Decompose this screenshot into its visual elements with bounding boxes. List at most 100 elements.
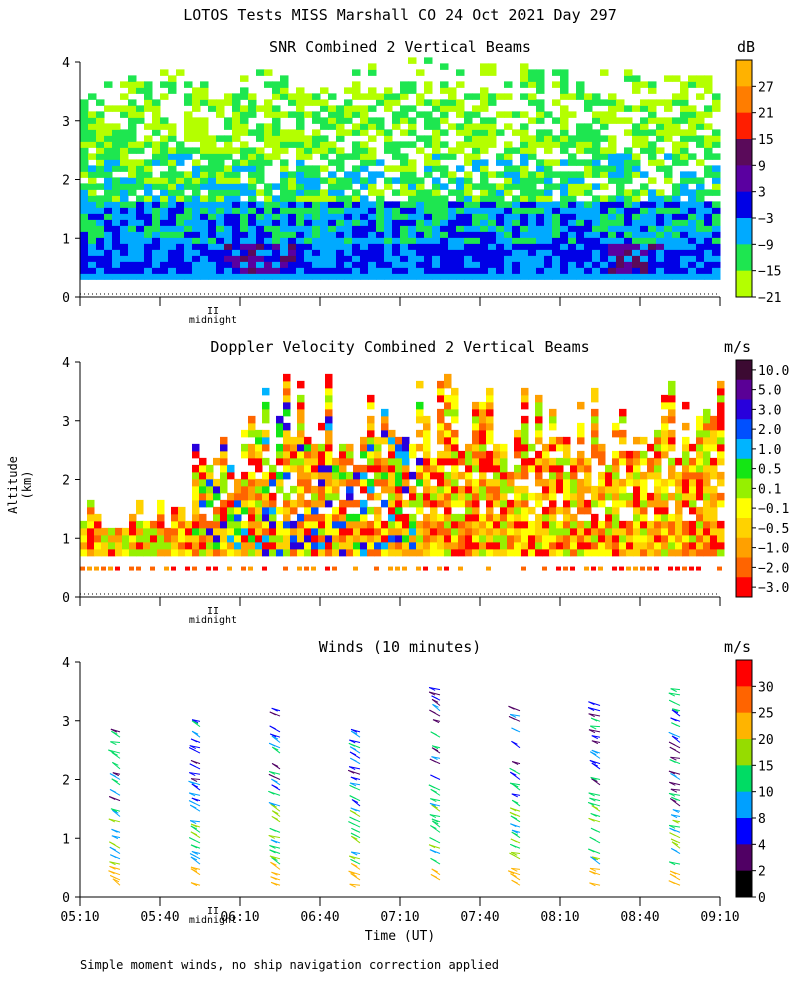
velocity-cell	[395, 513, 403, 522]
velocity-cell	[640, 492, 648, 501]
velocity-cell	[570, 464, 578, 473]
snr-cell	[168, 171, 177, 178]
velocity-cell	[486, 566, 491, 571]
velocity-cell	[430, 534, 438, 543]
snr-cell	[544, 177, 553, 184]
velocity-cell	[521, 415, 529, 424]
velocity-cell	[206, 527, 214, 536]
snr-cell	[368, 159, 377, 166]
snr-cell	[304, 177, 313, 184]
snr-cell	[80, 207, 89, 214]
velocity-cell	[451, 492, 459, 501]
wind-barb-flag	[109, 841, 116, 846]
snr-cell	[712, 141, 721, 148]
snr-cell	[520, 81, 529, 88]
snr-cell	[216, 135, 225, 142]
velocity-cell	[528, 464, 536, 473]
snr-cell	[184, 219, 193, 226]
snr-cell	[616, 213, 625, 220]
snr-cell	[600, 237, 609, 244]
snr-cell	[392, 243, 401, 250]
velocity-cell	[325, 520, 333, 529]
snr-cell	[96, 213, 105, 220]
velocity-cell	[381, 436, 389, 445]
velocity-cell	[367, 520, 375, 529]
snr-cell	[528, 213, 537, 220]
snr-cell	[416, 111, 425, 118]
snr-cell	[504, 93, 513, 100]
velocity-cell	[332, 506, 340, 515]
snr-cell	[424, 99, 433, 106]
velocity-cell	[472, 492, 480, 501]
snr-cell	[520, 219, 529, 226]
colorbar-segment	[736, 765, 752, 793]
snr-cell	[672, 141, 681, 148]
snr-cell	[664, 117, 673, 124]
velocity-cell	[472, 422, 480, 431]
snr-cell	[408, 183, 417, 190]
velocity-cell	[549, 422, 557, 431]
snr-cell	[400, 207, 409, 214]
snr-cell	[624, 201, 633, 208]
snr-cell	[264, 141, 273, 148]
velocity-cell	[703, 478, 711, 487]
snr-cell	[264, 123, 273, 130]
snr-cell	[104, 147, 113, 154]
snr-cell	[712, 243, 721, 250]
snr-cell	[384, 207, 393, 214]
velocity-cell	[381, 520, 389, 529]
velocity-cell	[143, 548, 151, 557]
velocity-cell	[437, 492, 445, 501]
snr-cell	[416, 225, 425, 232]
snr-cell	[104, 189, 113, 196]
snr-cell	[360, 261, 369, 268]
snr-cell	[224, 243, 233, 250]
snr-cell	[360, 93, 369, 100]
snr-cell	[480, 177, 489, 184]
snr-cell	[568, 93, 577, 100]
velocity-cell	[486, 387, 494, 396]
wind-barb-flag	[432, 703, 439, 708]
velocity-cell	[486, 457, 494, 466]
velocity-cell	[661, 506, 669, 515]
colorbar-label: 9	[758, 159, 766, 174]
snr-cell	[640, 141, 649, 148]
snr-cell	[176, 171, 185, 178]
velocity-cell	[696, 450, 704, 459]
velocity-cell	[493, 520, 501, 529]
wind-barb-flag	[270, 803, 277, 808]
colorbar-segment	[736, 244, 752, 272]
snr-cell	[96, 135, 105, 142]
snr-cell	[272, 141, 281, 148]
snr-cell	[344, 183, 353, 190]
snr-cell	[504, 153, 513, 160]
velocity-cell	[255, 541, 263, 550]
snr-cell	[104, 207, 113, 214]
velocity-cell	[668, 436, 676, 445]
velocity-cell	[430, 499, 438, 508]
velocity-cell	[451, 513, 459, 522]
snr-cell	[464, 177, 473, 184]
wind-barb-flag	[431, 818, 439, 823]
wind-barb-flag	[268, 770, 276, 775]
snr-cell	[288, 267, 297, 274]
snr-cell	[464, 201, 473, 208]
velocity-cell	[290, 541, 298, 550]
velocity-cell	[465, 527, 473, 536]
snr-cell	[688, 267, 697, 274]
snr-cell	[384, 213, 393, 220]
snr-cell	[184, 249, 193, 256]
snr-cell	[640, 123, 649, 130]
velocity-cell	[297, 408, 305, 417]
snr-cell	[128, 129, 137, 136]
velocity-cell	[619, 457, 627, 466]
velocity-cell	[297, 401, 305, 410]
wind-barb-flag	[591, 856, 599, 861]
velocity-cell	[213, 513, 221, 522]
velocity-cell	[479, 422, 487, 431]
snr-cell	[440, 261, 449, 268]
wind-barb-flag	[591, 778, 598, 783]
velocity-cell	[199, 471, 207, 480]
snr-cell	[136, 171, 145, 178]
wind-barb-flag	[509, 713, 517, 718]
